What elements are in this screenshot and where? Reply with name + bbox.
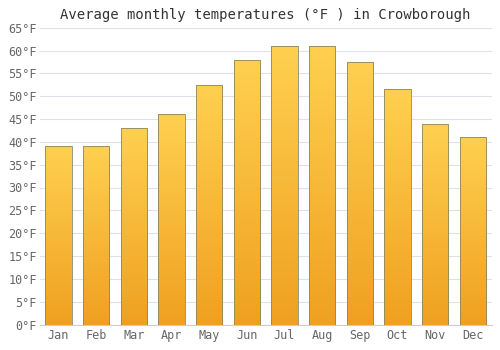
- Bar: [83, 146, 110, 324]
- Bar: [422, 124, 448, 324]
- Bar: [46, 146, 72, 324]
- Bar: [158, 114, 184, 324]
- Bar: [120, 128, 147, 324]
- Title: Average monthly temperatures (°F ) in Crowborough: Average monthly temperatures (°F ) in Cr…: [60, 8, 471, 22]
- Bar: [196, 85, 222, 324]
- Bar: [346, 62, 373, 324]
- Bar: [384, 89, 410, 324]
- Bar: [234, 60, 260, 324]
- Bar: [309, 46, 336, 324]
- Bar: [272, 46, 297, 324]
- Bar: [460, 137, 486, 324]
